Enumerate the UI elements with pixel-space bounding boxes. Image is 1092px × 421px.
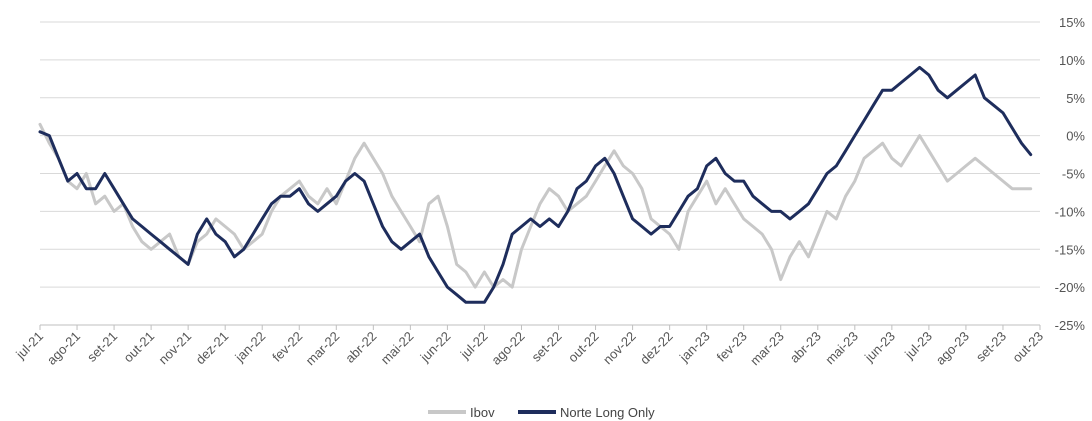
- x-tick-label: jun-22: [417, 329, 454, 366]
- series-lines: [38, 65, 1033, 304]
- y-tick-label: -10%: [1055, 204, 1086, 219]
- x-tick-label: ago-21: [44, 329, 83, 368]
- legend-label-norte-long-only: Norte Long Only: [560, 405, 655, 420]
- x-tick-label: fev-23: [714, 329, 750, 365]
- y-tick-label: -25%: [1055, 318, 1086, 333]
- x-tick-label: jun-23: [861, 329, 898, 366]
- x-tick-label: jul-22: [457, 329, 491, 363]
- y-tick-label: 5%: [1066, 91, 1085, 106]
- y-tick-label: -15%: [1055, 242, 1086, 257]
- legend: Ibov Norte Long Only: [428, 405, 655, 420]
- x-tick-label: set-22: [528, 329, 564, 365]
- x-tick-label: jul-23: [901, 329, 935, 363]
- x-tick-label: abr-23: [787, 329, 824, 366]
- x-tick-label: mar-23: [747, 329, 787, 369]
- y-axis-ticks: 15% 10% 5% 0% -5% -10% -15% -20% -25%: [1055, 15, 1086, 333]
- x-tick-label: out-23: [1009, 329, 1046, 366]
- x-tick-label: jan-23: [676, 329, 713, 366]
- legend-label-ibov: Ibov: [470, 405, 495, 420]
- x-tick-label: set-21: [84, 329, 120, 365]
- x-tick-label: set-23: [973, 329, 1009, 365]
- x-tick-label: abr-22: [342, 329, 379, 366]
- x-tick-label: dez-21: [193, 329, 232, 368]
- series-line-ibov: [38, 122, 1033, 289]
- y-tick-label: -5%: [1062, 167, 1086, 182]
- y-tick-label: -20%: [1055, 280, 1086, 295]
- x-tick-label: dez-22: [637, 329, 676, 368]
- gridlines: [40, 21, 1040, 288]
- x-tick-label: out-21: [121, 329, 158, 366]
- x-tick-label: nov-22: [600, 329, 639, 368]
- x-tick-label: nov-21: [156, 329, 195, 368]
- x-tick-label: mai-23: [822, 329, 861, 368]
- x-tick-label: mai-22: [378, 329, 417, 368]
- x-tick-label: out-22: [565, 329, 602, 366]
- x-tick-label: fev-22: [269, 329, 305, 365]
- x-tick-label: mar-22: [303, 329, 343, 369]
- x-tick-label: jul-21: [12, 329, 46, 363]
- x-tick-label: ago-22: [488, 329, 527, 368]
- x-tick-label: ago-23: [933, 329, 972, 368]
- series-line-norte-long-only: [38, 65, 1033, 304]
- y-tick-label: 10%: [1059, 53, 1085, 68]
- y-tick-label: 15%: [1059, 15, 1085, 30]
- x-tick-label: jan-22: [231, 329, 268, 366]
- y-tick-label: 0%: [1066, 129, 1085, 144]
